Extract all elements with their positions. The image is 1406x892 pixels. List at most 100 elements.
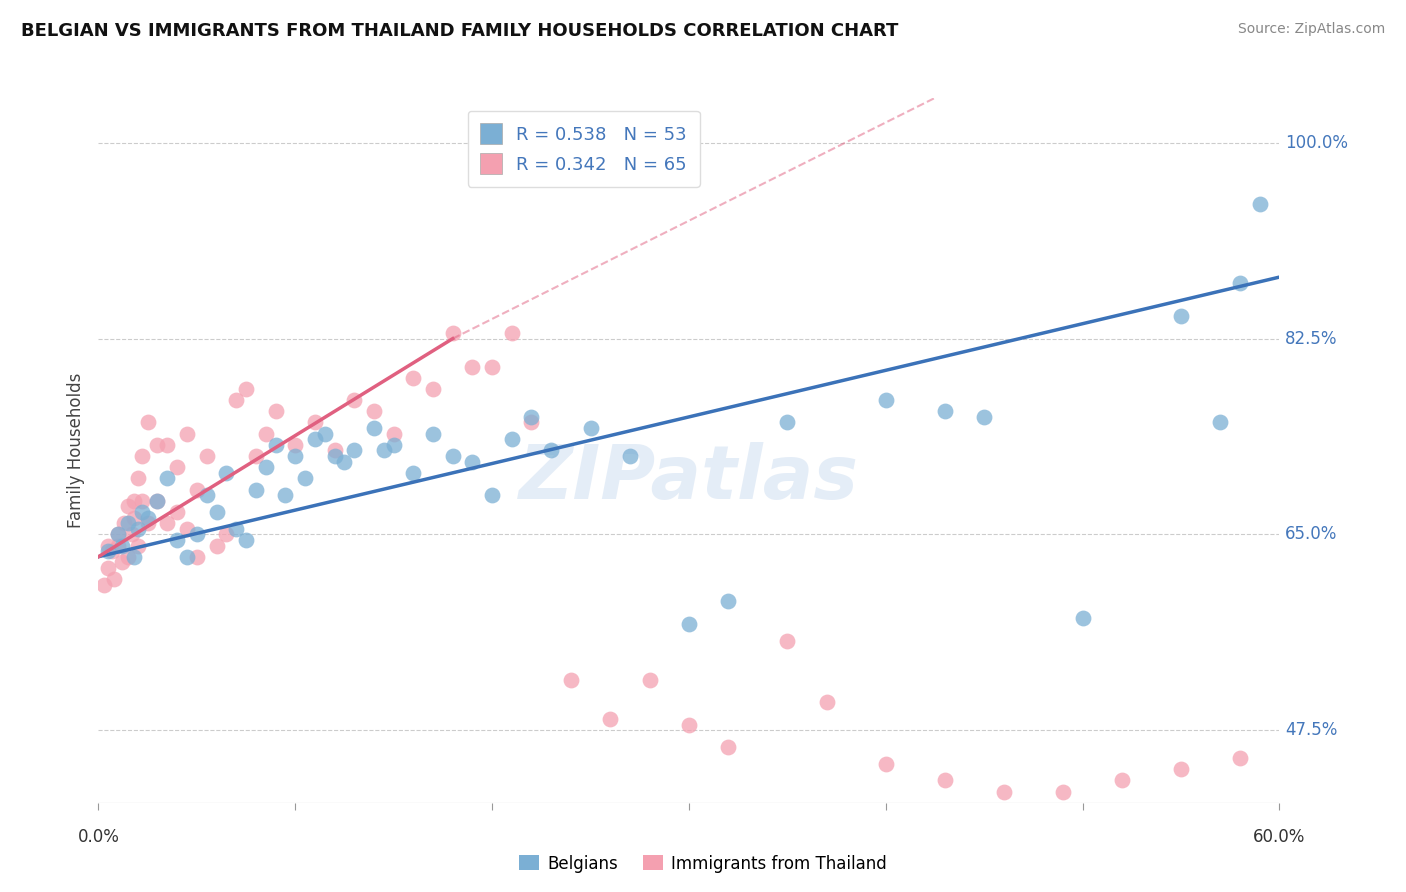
Point <box>127 471 149 485</box>
Y-axis label: Family Households: Family Households <box>66 373 84 528</box>
Point <box>225 522 247 536</box>
Point <box>186 527 208 541</box>
Point <box>333 455 356 469</box>
Legend: Belgians, Immigrants from Thailand: Belgians, Immigrants from Thailand <box>512 848 894 880</box>
Point <box>254 460 277 475</box>
Point <box>122 549 145 564</box>
Point <box>136 416 159 430</box>
Point <box>111 539 134 553</box>
Point <box>225 393 247 408</box>
Text: 60.0%: 60.0% <box>1253 828 1306 846</box>
Point <box>481 488 503 502</box>
Point <box>117 516 139 531</box>
Legend: R = 0.538   N = 53, R = 0.342   N = 65: R = 0.538 N = 53, R = 0.342 N = 65 <box>468 111 700 186</box>
Text: 0.0%: 0.0% <box>77 828 120 846</box>
Point <box>122 510 145 524</box>
Point <box>540 443 562 458</box>
Point <box>973 409 995 424</box>
Point <box>97 561 120 575</box>
Point <box>382 438 405 452</box>
Point <box>815 695 838 709</box>
Text: Source: ZipAtlas.com: Source: ZipAtlas.com <box>1237 22 1385 37</box>
Point <box>1071 611 1094 625</box>
Point <box>422 382 444 396</box>
Point <box>501 432 523 446</box>
Point <box>274 488 297 502</box>
Point <box>235 382 257 396</box>
Point <box>875 393 897 408</box>
Point <box>146 493 169 508</box>
Point <box>638 673 661 687</box>
Point <box>776 633 799 648</box>
Point <box>294 471 316 485</box>
Point <box>136 516 159 531</box>
Point <box>284 449 307 463</box>
Point <box>121 527 143 541</box>
Point <box>166 533 188 547</box>
Point <box>323 443 346 458</box>
Point <box>678 616 700 631</box>
Point <box>304 432 326 446</box>
Point <box>264 438 287 452</box>
Point <box>245 483 267 497</box>
Text: 65.0%: 65.0% <box>1285 525 1337 543</box>
Point <box>97 539 120 553</box>
Point <box>402 466 425 480</box>
Point <box>195 488 218 502</box>
Text: BELGIAN VS IMMIGRANTS FROM THAILAND FAMILY HOUSEHOLDS CORRELATION CHART: BELGIAN VS IMMIGRANTS FROM THAILAND FAMI… <box>21 22 898 40</box>
Point <box>363 404 385 418</box>
Point <box>402 370 425 384</box>
Point <box>146 493 169 508</box>
Point <box>1170 310 1192 324</box>
Point <box>343 393 366 408</box>
Point <box>186 483 208 497</box>
Point <box>1229 276 1251 290</box>
Point <box>131 449 153 463</box>
Point <box>520 409 543 424</box>
Point <box>579 421 602 435</box>
Point <box>382 426 405 441</box>
Point <box>934 773 956 788</box>
Point <box>314 426 336 441</box>
Point <box>1111 773 1133 788</box>
Point <box>205 539 228 553</box>
Point <box>156 516 179 531</box>
Point <box>875 756 897 771</box>
Point <box>103 572 125 586</box>
Point <box>560 673 582 687</box>
Point <box>156 438 179 452</box>
Point <box>195 449 218 463</box>
Point <box>264 404 287 418</box>
Point <box>112 516 135 531</box>
Point <box>1052 784 1074 798</box>
Point <box>461 455 484 469</box>
Point <box>117 549 139 564</box>
Point <box>107 527 129 541</box>
Point <box>127 539 149 553</box>
Text: 47.5%: 47.5% <box>1285 721 1337 739</box>
Point <box>619 449 641 463</box>
Point <box>501 326 523 340</box>
Point <box>776 416 799 430</box>
Point <box>373 443 395 458</box>
Point <box>122 493 145 508</box>
Point <box>127 522 149 536</box>
Point <box>1209 416 1232 430</box>
Point <box>304 416 326 430</box>
Point <box>176 426 198 441</box>
Point <box>599 712 621 726</box>
Point <box>101 544 124 558</box>
Point <box>323 449 346 463</box>
Point <box>186 549 208 564</box>
Point <box>1170 762 1192 776</box>
Point <box>97 544 120 558</box>
Point <box>131 505 153 519</box>
Point <box>1249 197 1271 211</box>
Point <box>93 577 115 591</box>
Point <box>993 784 1015 798</box>
Text: 82.5%: 82.5% <box>1285 330 1339 348</box>
Point <box>205 505 228 519</box>
Point <box>1229 751 1251 765</box>
Point <box>520 416 543 430</box>
Point <box>441 449 464 463</box>
